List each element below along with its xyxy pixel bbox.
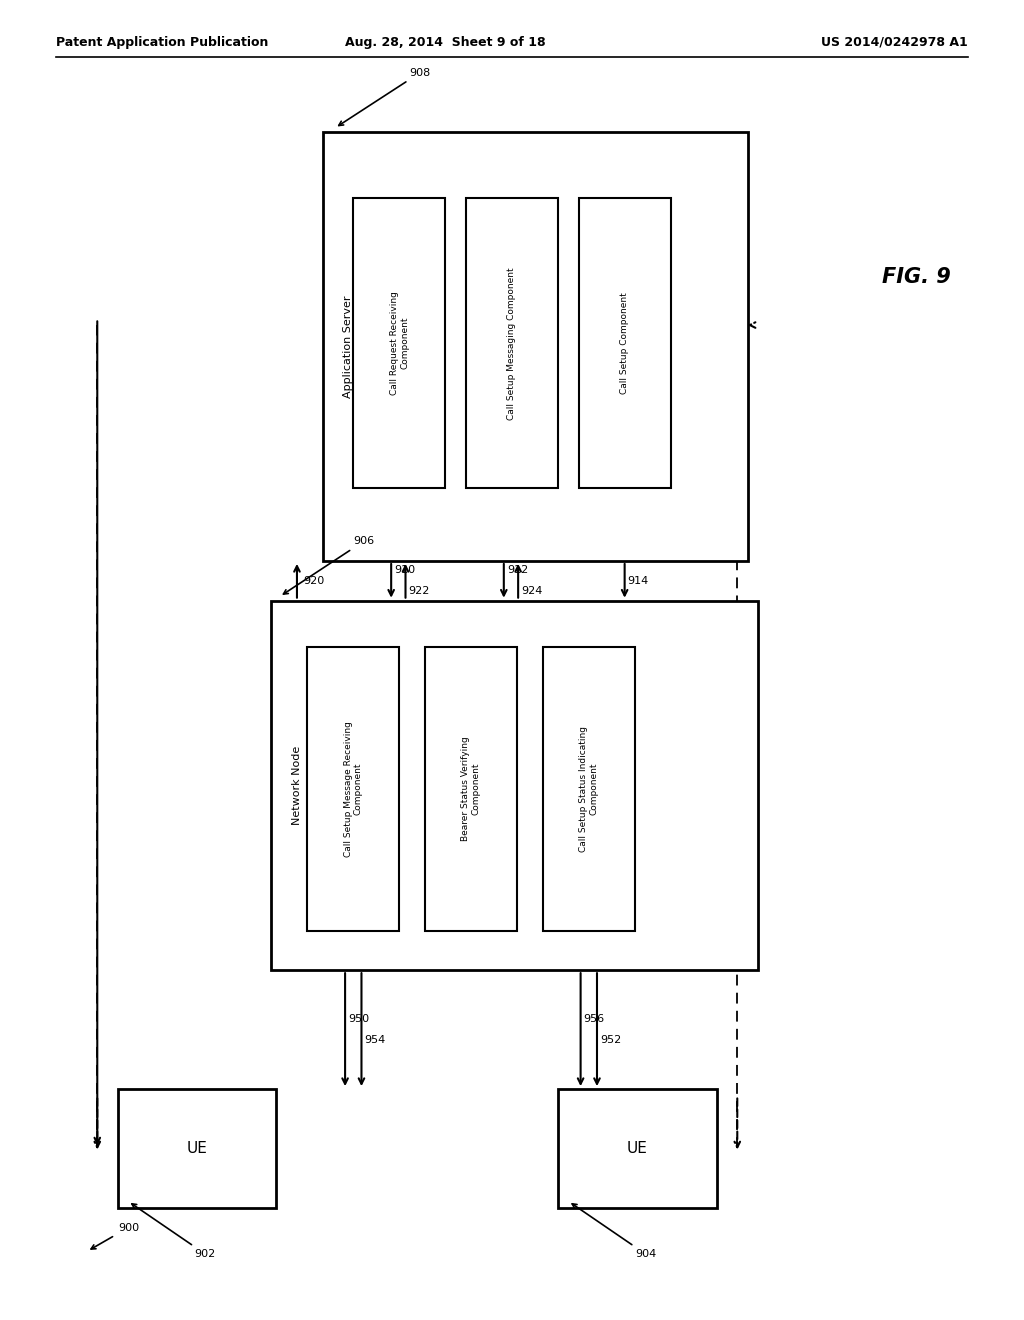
Bar <box>579 198 671 488</box>
Text: 956: 956 <box>584 1014 605 1024</box>
Text: 920: 920 <box>303 576 325 586</box>
Bar <box>307 647 399 931</box>
Bar <box>118 1089 276 1208</box>
Text: FIG. 9: FIG. 9 <box>882 267 951 288</box>
Text: Aug. 28, 2014  Sheet 9 of 18: Aug. 28, 2014 Sheet 9 of 18 <box>345 36 546 49</box>
Text: 924: 924 <box>521 586 543 597</box>
Text: 950: 950 <box>348 1014 370 1024</box>
Bar <box>323 132 748 561</box>
Text: 954: 954 <box>365 1035 386 1045</box>
Text: Call Request Receiving
Component: Call Request Receiving Component <box>390 292 409 395</box>
Text: 908: 908 <box>339 67 431 125</box>
Bar <box>466 198 558 488</box>
Text: Call Setup Message Receiving
Component: Call Setup Message Receiving Component <box>344 721 362 857</box>
Bar <box>543 647 635 931</box>
Text: 904: 904 <box>572 1204 656 1259</box>
Text: 902: 902 <box>132 1204 216 1259</box>
Text: 912: 912 <box>507 565 528 576</box>
Text: 906: 906 <box>284 536 375 594</box>
Text: 910: 910 <box>394 565 416 576</box>
Text: 914: 914 <box>628 576 649 586</box>
Text: 922: 922 <box>409 586 430 597</box>
Bar <box>271 601 758 970</box>
Text: UE: UE <box>186 1140 208 1156</box>
Text: 900: 900 <box>91 1222 139 1249</box>
Text: US 2014/0242978 A1: US 2014/0242978 A1 <box>821 36 968 49</box>
Bar <box>425 647 517 931</box>
Bar <box>353 198 445 488</box>
Text: Bearer Status Verifying
Component: Bearer Status Verifying Component <box>462 737 480 841</box>
Bar <box>558 1089 717 1208</box>
Text: Application Server: Application Server <box>343 296 353 397</box>
Text: Patent Application Publication: Patent Application Publication <box>56 36 268 49</box>
Text: Call Setup Component: Call Setup Component <box>621 292 629 395</box>
Text: Call Setup Status Indicating
Component: Call Setup Status Indicating Component <box>580 726 598 851</box>
Text: Network Node: Network Node <box>292 746 302 825</box>
Text: UE: UE <box>627 1140 648 1156</box>
Text: Call Setup Messaging Component: Call Setup Messaging Component <box>508 267 516 420</box>
Text: 952: 952 <box>600 1035 622 1045</box>
